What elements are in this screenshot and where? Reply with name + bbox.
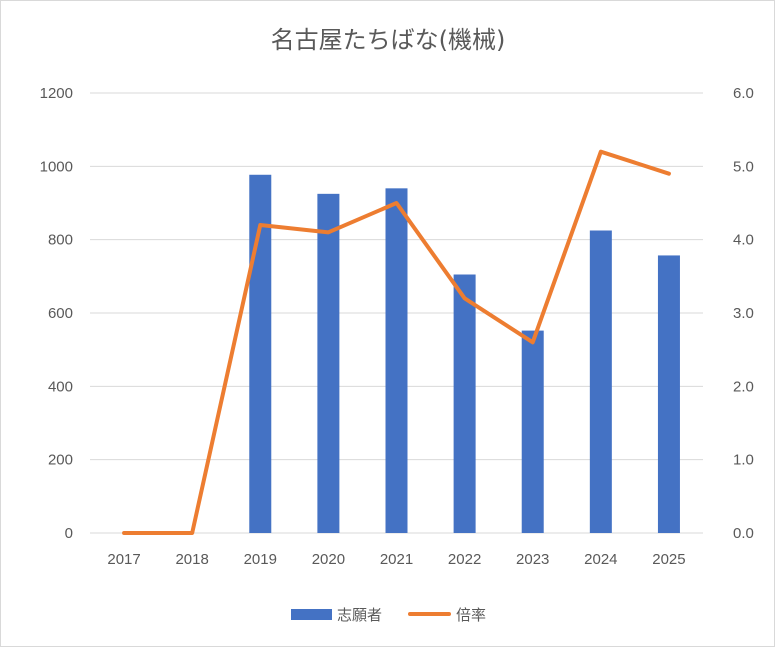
right-tick-label: 4.0 — [733, 232, 754, 249]
right-tick-label: 5.0 — [733, 158, 754, 175]
right-tick-label: 2.0 — [733, 378, 754, 395]
bar — [317, 193, 340, 534]
right-tick-label: 3.0 — [733, 305, 754, 322]
legend-swatch-bar — [291, 609, 332, 620]
x-tick-label: 2023 — [516, 551, 549, 568]
left-tick-label: 0 — [65, 525, 73, 542]
bar — [453, 274, 476, 533]
x-tick-label: 2020 — [312, 551, 345, 568]
left-tick-label: 600 — [48, 305, 73, 322]
right-tick-label: 0.0 — [733, 525, 754, 542]
x-tick-label: 2024 — [584, 551, 617, 568]
left-tick-label: 800 — [48, 232, 73, 249]
right-tick-label: 1.0 — [733, 452, 754, 469]
x-tick-label: 2021 — [380, 551, 413, 568]
x-axis-ticks: 2017 2018 2019 2020 2021 2022 2023 2024 2025 — [107, 551, 685, 568]
left-tick-label: 1200 — [40, 85, 73, 102]
bar — [589, 230, 612, 533]
left-axis-ticks: 0 200 400 600 800 1000 1200 — [40, 85, 73, 542]
x-tick-label: 2017 — [107, 551, 140, 568]
line-series — [122, 149, 671, 535]
right-axis-ticks: 0.0 1.0 2.0 3.0 4.0 5.0 6.0 — [733, 85, 754, 542]
left-tick-label: 1000 — [40, 158, 73, 175]
x-tick-label: 2019 — [244, 551, 277, 568]
chart-title: 名古屋たちばな(機械) — [271, 26, 506, 54]
x-tick-label: 2018 — [175, 551, 208, 568]
x-tick-label: 2022 — [448, 551, 481, 568]
bar — [249, 174, 272, 533]
legend: 志願者 倍率 — [291, 606, 486, 624]
bar — [385, 188, 408, 534]
right-tick-label: 6.0 — [733, 85, 754, 102]
x-tick-label: 2025 — [652, 551, 685, 568]
bar-series — [249, 174, 680, 534]
left-tick-label: 200 — [48, 452, 73, 469]
legend-label-line: 倍率 — [456, 606, 486, 624]
bar — [657, 255, 680, 533]
rate-line — [122, 149, 671, 535]
legend-label-bar: 志願者 — [337, 606, 382, 624]
bar — [521, 330, 544, 533]
left-tick-label: 400 — [48, 378, 73, 395]
